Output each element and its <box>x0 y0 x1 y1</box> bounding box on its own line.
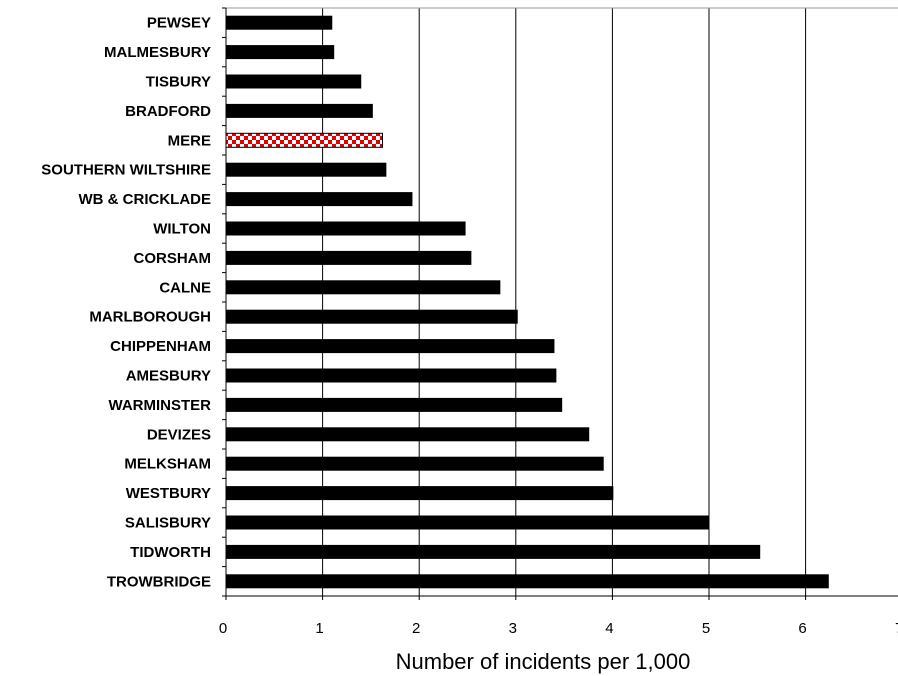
bar-tisbury <box>226 75 361 89</box>
x-tick-label: 5 <box>702 620 710 637</box>
category-label-bradford: BRADFORD <box>125 103 211 120</box>
bar-corsham <box>226 251 471 265</box>
x-tick-label: 4 <box>605 620 613 637</box>
bar-devizes <box>226 427 589 441</box>
category-label-wb-and-cricklade: WB & CRICKLADE <box>79 191 212 208</box>
bar-calne <box>226 280 500 294</box>
category-label-melksham: MELKSHAM <box>124 456 211 473</box>
category-label-amesbury: AMESBURY <box>126 368 211 385</box>
category-label-marlborough: MARLBOROUGH <box>89 309 211 326</box>
bar-salisbury <box>226 516 709 530</box>
bar-southern-wiltshire <box>226 163 386 177</box>
bar-mere <box>226 133 382 147</box>
category-label-wilton: WILTON <box>153 221 211 238</box>
category-label-westbury: WESTBURY <box>126 485 211 502</box>
category-label-southern-wiltshire: SOUTHERN WILTSHIRE <box>41 162 211 179</box>
bar-tidworth <box>226 545 760 559</box>
bar-marlborough <box>226 310 518 324</box>
axes <box>222 8 898 600</box>
category-label-trowbridge: TROWBRIDGE <box>107 573 211 590</box>
category-label-mere: MERE <box>168 132 211 149</box>
category-label-malmesbury: MALMESBURY <box>104 44 211 61</box>
bar-pewsey <box>226 16 332 30</box>
category-label-tisbury: TISBURY <box>146 74 211 91</box>
bar-bradford <box>226 104 373 118</box>
bar-warminster <box>226 398 562 412</box>
category-label-calne: CALNE <box>159 279 211 296</box>
bar-westbury <box>226 486 613 500</box>
gridlines <box>226 8 898 596</box>
x-tick-label: 3 <box>509 620 517 637</box>
category-label-corsham: CORSHAM <box>134 250 212 267</box>
x-tick-label: 6 <box>798 620 806 637</box>
x-tick-label: 1 <box>315 620 323 637</box>
x-tick-label: 2 <box>412 620 420 637</box>
x-tick-label: 0 <box>219 620 227 637</box>
bar-chippenham <box>226 339 554 353</box>
category-label-devizes: DEVIZES <box>147 426 211 443</box>
x-axis-title: Number of incidents per 1,000 <box>396 649 691 674</box>
bar-trowbridge <box>226 574 829 588</box>
category-label-warminster: WARMINSTER <box>109 397 212 414</box>
category-labels: PEWSEY MALMESBURY TISBURY BRADFORD MERE SOUTH… <box>41 15 211 591</box>
bar-wb-and-cricklade <box>226 192 412 206</box>
bar-amesbury <box>226 369 556 383</box>
x-tick-labels: 01234567 <box>219 620 898 637</box>
category-label-tidworth: TIDWORTH <box>130 544 211 561</box>
bars <box>226 16 829 589</box>
category-label-chippenham: CHIPPENHAM <box>110 338 211 355</box>
category-label-pewsey: PEWSEY <box>147 15 211 32</box>
category-label-salisbury: SALISBURY <box>125 515 211 532</box>
bar-malmesbury <box>226 45 334 59</box>
bar-wilton <box>226 222 466 236</box>
bar-melksham <box>226 457 604 471</box>
